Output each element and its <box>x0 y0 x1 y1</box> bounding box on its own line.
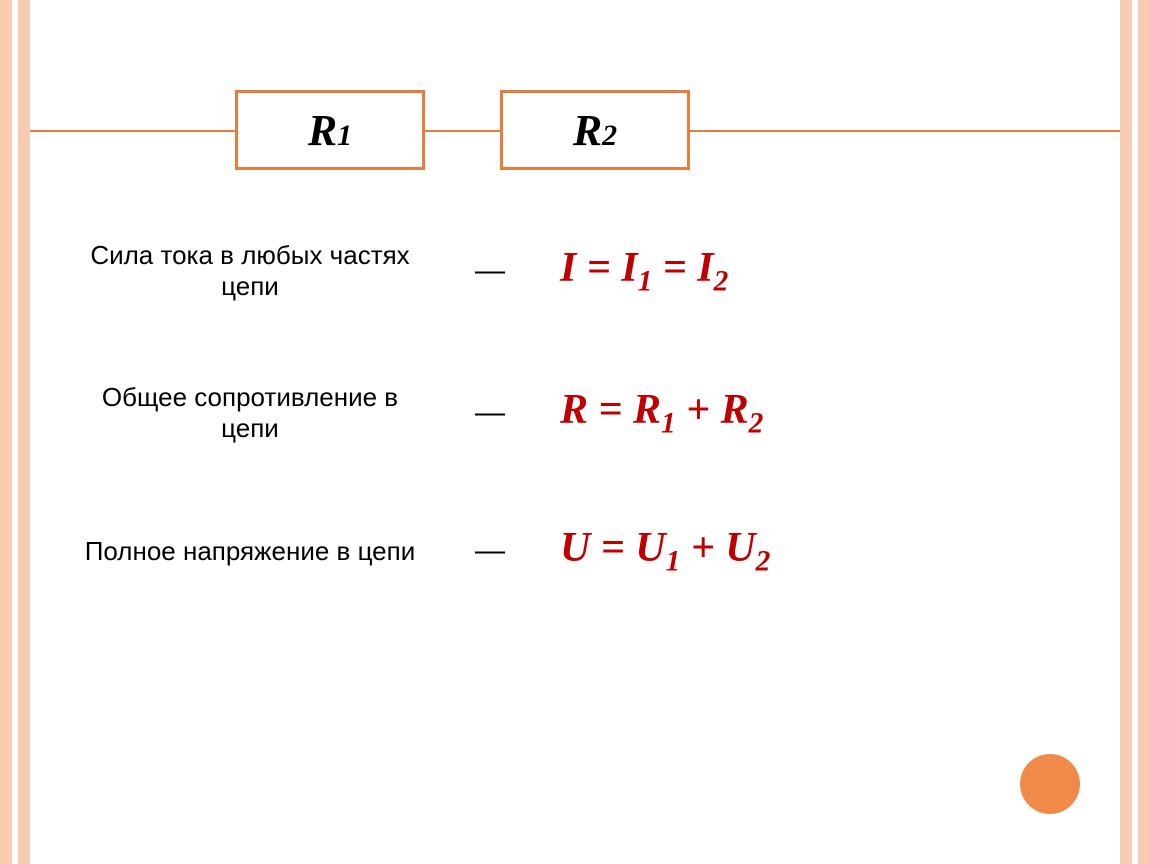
stripe-bar <box>18 0 30 864</box>
description-resistance: Общее сопротивление в цепи <box>30 382 450 444</box>
formula-voltage: U = U1 + U2 <box>530 524 1120 578</box>
description-voltage: Полное напряжение в цепи <box>30 536 450 567</box>
resistor-r2-main: R <box>573 105 602 156</box>
dash-resistance: — <box>450 396 530 430</box>
resistor-r2-sub: 2 <box>602 119 617 153</box>
formulas-list: Сила тока в любых частях цепи — I = I1 =… <box>30 240 1120 658</box>
formula-current: I = I1 = I2 <box>530 244 1120 298</box>
stripe-bar <box>1120 0 1132 864</box>
resistor-r1-sub: 1 <box>337 119 352 153</box>
formula-resistance: R = R1 + R2 <box>530 386 1120 440</box>
dash-voltage: — <box>450 534 530 568</box>
resistor-r1: R1 <box>235 90 425 170</box>
formula-row-voltage: Полное напряжение в цепи — U = U1 + U2 <box>30 524 1120 578</box>
circuit-diagram: R1 R2 <box>30 80 1120 180</box>
wire-segment-3 <box>690 130 1120 132</box>
dash-current: — <box>450 254 530 288</box>
description-current: Сила тока в любых частях цепи <box>30 240 450 302</box>
resistor-r2: R2 <box>500 90 690 170</box>
formula-row-resistance: Общее сопротивление в цепи — R = R1 + R2 <box>30 382 1120 444</box>
wire-segment-1 <box>30 130 235 132</box>
wire-segment-2 <box>425 130 500 132</box>
right-decorative-stripe <box>1120 0 1150 864</box>
stripe-bar <box>1138 0 1150 864</box>
formula-row-current: Сила тока в любых частях цепи — I = I1 =… <box>30 240 1120 302</box>
stripe-bar <box>0 0 12 864</box>
decorative-dot <box>1020 754 1080 814</box>
left-decorative-stripe <box>0 0 30 864</box>
slide-content: R1 R2 Сила тока в любых частях цепи — I … <box>30 0 1120 864</box>
resistor-r1-main: R <box>308 105 337 156</box>
